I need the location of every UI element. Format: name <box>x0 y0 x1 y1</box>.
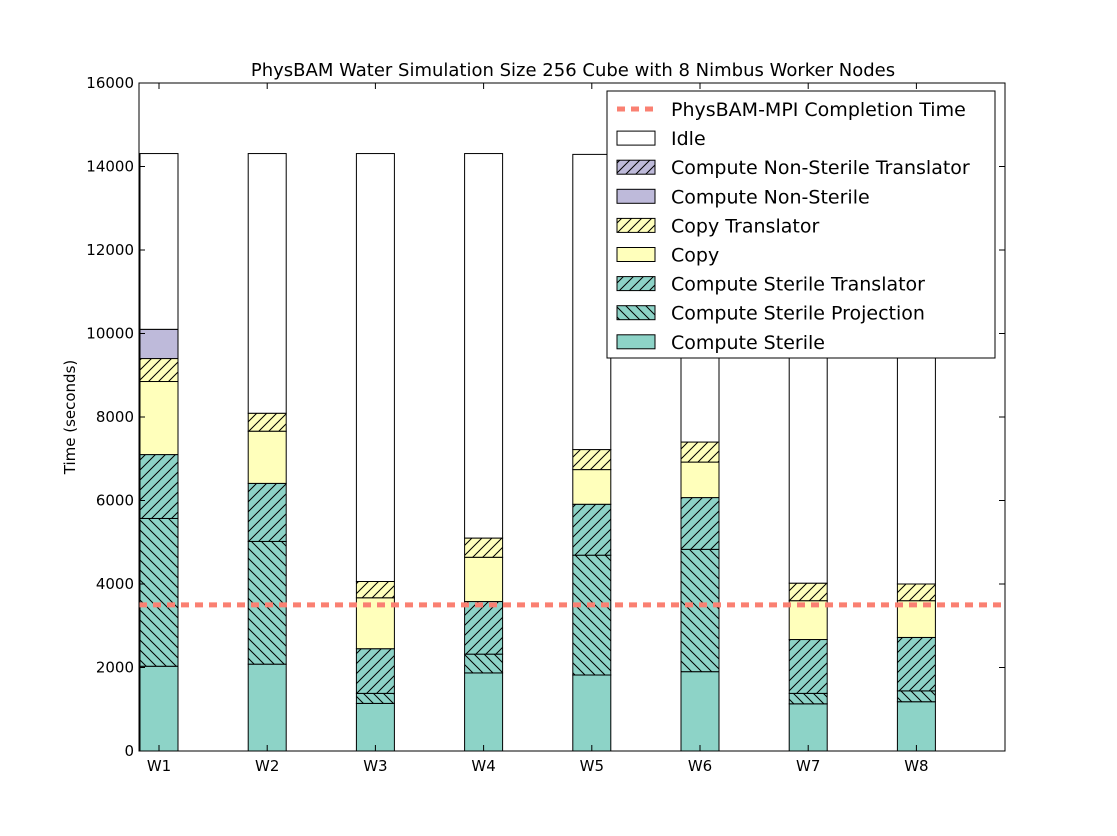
y-tick-label: 2000 <box>96 659 134 677</box>
bar-segment-copy-translator-w1 <box>139 358 179 383</box>
bar-segment-compute-sterile-projection-w6 <box>680 548 720 673</box>
bar-segment-idle-w2 <box>247 153 287 414</box>
bar-segment-compute-sterile-translator-w5 <box>572 503 612 556</box>
bar-segment-compute-sterile-projection-w1 <box>139 517 179 667</box>
y-tick-label: 16000 <box>86 74 134 92</box>
y-axis-label: Time (seconds) <box>61 360 79 476</box>
legend-label: Compute Sterile <box>671 332 825 354</box>
bar-segment-copy-translator-w7 <box>788 582 828 602</box>
x-tick-label-w7: W7 <box>796 757 820 775</box>
legend-label: Idle <box>671 128 706 150</box>
bar-segment-copy-w2 <box>247 430 287 484</box>
y-tick-label: 10000 <box>86 325 134 343</box>
bar-segment-idle-w3 <box>355 153 395 582</box>
legend-entry-physbam-mpi-completion-time: PhysBAM-MPI Completion Time <box>617 99 966 121</box>
bar-segment-idle-w4 <box>464 153 504 539</box>
legend-entry-copy-translator: Copy Translator <box>616 215 819 237</box>
bar-segment-copy-translator-w4 <box>464 537 504 558</box>
bar-segment-compute-sterile-translator-w4 <box>464 601 504 655</box>
bar-segment-copy-translator-w8 <box>896 583 936 602</box>
legend-label: Compute Non-Sterile <box>671 186 870 208</box>
bar-segment-copy-translator-w2 <box>247 412 287 432</box>
y-tick-label: 6000 <box>96 492 134 510</box>
legend-entry-compute-non-sterile: Compute Non-Sterile <box>616 186 870 208</box>
bar-segment-compute-sterile-w2 <box>247 663 287 752</box>
legend-entry-compute-sterile-translator: Compute Sterile Translator <box>616 274 925 296</box>
bar-segment-compute-sterile-w3 <box>355 702 395 752</box>
bar-segment-compute-sterile-projection-w7 <box>788 692 828 705</box>
x-tick-label-w6: W6 <box>688 757 712 775</box>
legend-entry-copy: Copy <box>616 245 719 267</box>
bar-segment-copy-w7 <box>788 600 828 641</box>
y-tick-label: 0 <box>124 742 134 760</box>
bar-segment-idle-w5 <box>572 153 612 451</box>
bar-segment-compute-sterile-translator-w2 <box>247 482 287 542</box>
legend-label: Copy Translator <box>671 215 819 237</box>
bar-segment-copy-w6 <box>680 461 720 499</box>
x-tick-label-w1: W1 <box>147 757 171 775</box>
bar-segment-copy-w4 <box>464 556 504 603</box>
bar-segment-compute-sterile-projection-w4 <box>464 653 504 674</box>
legend-label: Compute Sterile Projection <box>671 303 925 325</box>
bar-segment-copy-translator-w6 <box>680 441 720 463</box>
bar-segment-copy-translator-w5 <box>572 449 612 471</box>
bar-segment-copy-w5 <box>572 469 612 505</box>
legend-label: Copy <box>671 245 719 267</box>
x-tick-label-w5: W5 <box>580 757 604 775</box>
legend-box <box>606 90 996 359</box>
bar-segment-compute-sterile-w7 <box>788 703 828 752</box>
bar-segment-compute-sterile-translator-w7 <box>788 639 828 694</box>
bar-segment-compute-sterile-w1 <box>139 665 179 752</box>
y-tick-label: 8000 <box>96 408 134 426</box>
y-tick-label: 4000 <box>96 575 134 593</box>
bar-segment-copy-w3 <box>355 597 395 650</box>
x-tick-label-w2: W2 <box>255 757 279 775</box>
x-tick-label-w4: W4 <box>471 757 495 775</box>
x-tick-label-w8: W8 <box>904 757 928 775</box>
bar-segment-compute-sterile-w8 <box>896 701 936 752</box>
bar-segment-compute-sterile-projection-w3 <box>355 692 395 704</box>
legend-entry-compute-non-sterile-translator: Compute Non-Sterile Translator <box>616 157 970 179</box>
bar-segment-compute-non-sterile-w1 <box>139 328 179 360</box>
legend: PhysBAM-MPI Completion Time Idle Compute N… <box>606 90 996 359</box>
chart-title: PhysBAM Water Simulation Size 256 Cube w… <box>251 60 895 81</box>
bar-segment-copy-translator-w3 <box>355 580 395 599</box>
bar-segment-compute-sterile-projection-w5 <box>572 554 612 676</box>
bar-segment-copy-w1 <box>139 381 179 456</box>
bar-segment-compute-sterile-w4 <box>464 672 504 752</box>
bar-segment-compute-sterile-w5 <box>572 674 612 752</box>
legend-entry-idle: Idle <box>616 128 706 150</box>
bar-segment-compute-sterile-translator-w6 <box>680 497 720 550</box>
y-tick-label: 12000 <box>86 241 134 259</box>
x-tick-label-w3: W3 <box>363 757 387 775</box>
bar-segment-compute-sterile-translator-w3 <box>355 648 395 694</box>
bar-segment-compute-sterile-projection-w8 <box>896 690 936 703</box>
legend-entry-compute-sterile: Compute Sterile <box>616 332 825 354</box>
legend-entry-compute-sterile-projection: Compute Sterile Projection <box>616 303 925 325</box>
bar-segment-compute-sterile-w6 <box>680 671 720 752</box>
axis-ticks-layer: 0 2000 4000 6000 8000 10000 12000 14000 16000 W1 W… <box>86 74 1005 775</box>
bar-segment-idle-w1 <box>139 153 179 330</box>
bar-segment-compute-sterile-translator-w8 <box>896 636 936 692</box>
bar-segment-compute-sterile-translator-w1 <box>139 454 179 519</box>
legend-label: Compute Non-Sterile Translator <box>671 157 970 179</box>
y-tick-label: 14000 <box>86 158 134 176</box>
legend-label: PhysBAM-MPI Completion Time <box>671 99 966 121</box>
legend-label: Compute Sterile Translator <box>671 274 925 296</box>
